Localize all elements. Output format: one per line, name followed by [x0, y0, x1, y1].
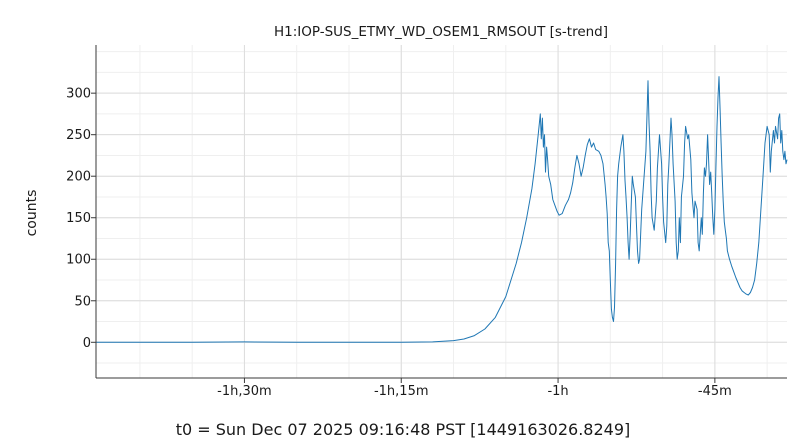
- y-tick-label: 100: [66, 253, 91, 268]
- y-tick-label: 150: [66, 211, 91, 226]
- y-tick-label: 300: [66, 87, 91, 102]
- chart-title: H1:IOP-SUS_ETMY_WD_OSEM1_RMSOUT [s-trend…: [274, 24, 608, 40]
- plot-area: [96, 45, 787, 378]
- x-tick-label: -45m: [698, 384, 732, 399]
- data-layer: [96, 76, 788, 343]
- tick-layer: -1h,30m -1h,15m -1h -45m 0 50 100 150 200 250 300: [66, 87, 732, 399]
- x-tick-label: -1h,15m: [374, 384, 429, 399]
- y-axis-label: counts: [24, 190, 40, 237]
- y-tick-label: 0: [83, 336, 91, 351]
- x-tick-label: -1h,30m: [217, 384, 272, 399]
- y-tick-label: 50: [74, 294, 91, 309]
- y-tick-label: 200: [66, 170, 91, 185]
- y-tick-label: 250: [66, 128, 91, 143]
- t0-footer: t0 = Sun Dec 07 2025 09:16:48 PST [14491…: [176, 420, 631, 439]
- x-tick-label: -1h: [547, 384, 568, 399]
- series-line: [96, 76, 788, 343]
